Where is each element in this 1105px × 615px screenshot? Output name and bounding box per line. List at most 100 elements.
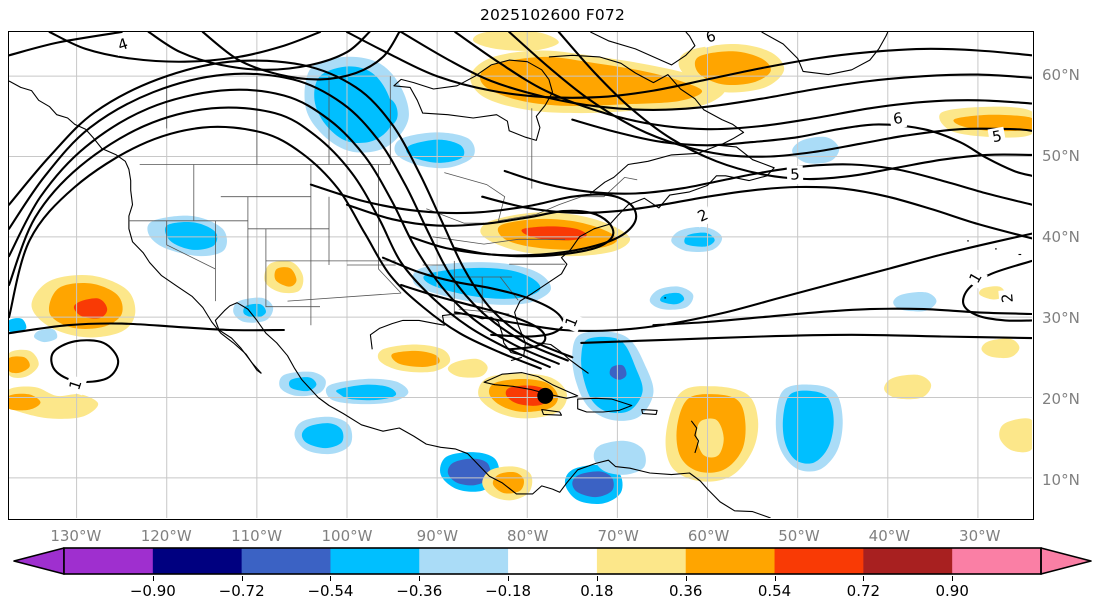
colorbar-tick [774,576,776,581]
shade-gulf-e-yellow [447,358,488,378]
contour-label-mask [786,165,804,185]
shade-epac-cyan-edge [9,318,27,333]
colorbar-tick [952,576,954,581]
coastline-labrador [548,54,745,146]
colorbar-segment[interactable] [685,548,776,574]
lon-tick-label: 90°W [416,527,459,545]
shade-atl-central-lightblue [893,291,937,312]
colorbar-segment[interactable] [863,548,953,574]
contour-jet-2 [400,32,1032,111]
contour-ridge-5 [9,125,542,370]
colorbar-segment[interactable] [508,548,598,574]
shade-gulfmex-cyan [336,384,397,401]
contour-trough-outer [309,183,638,257]
colorbar-tick [596,576,598,581]
coastline-lesser-antilles [690,420,700,454]
coastline-cuba [483,372,579,399]
contour-label: 6 [892,109,904,128]
lat-tick-label: 40°N [1042,228,1080,247]
contour-north-a [9,32,123,57]
contour-subtropical-2 [962,259,1032,322]
shade-tropatl-far-yellow [999,418,1032,453]
shade-greatbasin-cyan [164,221,218,250]
shade-pnw-white [123,159,181,196]
contour-north-c [147,32,371,71]
colorbar-tick [863,576,865,581]
shade-epac-sw-orange [9,356,30,374]
colorbar-segment[interactable] [241,548,332,574]
border-mn-mo [378,164,402,294]
contour-jet-1 [345,32,1032,99]
contour-jet-3 [454,32,1032,131]
colorbar-outline [63,547,1042,575]
state-border-layer [128,76,638,326]
lat-tick-label: 30°N [1042,308,1080,327]
colorbar-tick-label: 0.90 [935,582,969,600]
colorbar-swatches [13,547,1092,575]
lon-tick-label: 80°W [507,527,549,545]
page-title: 2025102600 F072 [479,6,626,24]
colorbar-tick [330,576,332,581]
lon-tick-label: 130°W [50,527,102,545]
contour-label-mask [964,266,988,290]
contour-jet-5 [557,32,1032,181]
lon-tick-label: 60°W [687,527,730,545]
border-tx-ok [287,292,402,302]
contour-atl-ridge-6 [571,118,1032,177]
contour-label-mask [560,311,584,333]
contour-trough-inner [345,203,615,258]
lon-tick-label: 120°W [140,527,192,545]
colorbar-under-arrow[interactable] [13,547,65,575]
contour-jet-4 [508,32,1032,158]
coastline-greenland [761,32,889,76]
colorbar-over-arrow[interactable] [1040,547,1092,575]
shade-bahamas-royal [609,364,627,380]
shade-pacmex-cyan [301,423,344,449]
contour-label: 5 [991,127,1004,146]
contour-label: 5 [790,165,800,183]
coastline-west [9,80,262,374]
colorbar-segment[interactable] [152,548,243,574]
contour-trough-south2 [400,283,547,351]
contour-label-mask [64,374,88,396]
colorbar-segment[interactable] [774,548,864,574]
contour-trough-south [381,256,565,338]
colorbar[interactable]: −0.90 −0.72 −0.54 −0.36 −0.18 0.18 0.36 0.54 0.7… [0,546,1105,615]
colorbar-tick-label: −0.54 [307,582,354,600]
coastline-puerto-rico [641,409,658,415]
shade-atl-central-yellow [979,286,1006,300]
contour-layer [9,32,1032,384]
lat-tick-label: 50°N [1042,147,1080,166]
colorbar-segment[interactable] [952,548,1042,574]
contour-label-mask [691,204,715,228]
contour-subtropical-1 [454,232,1032,332]
colorbar-tick-label: 0.72 [846,582,881,600]
cyclone-center-marker[interactable] [537,387,554,404]
shade-carib-lightblue [593,440,646,475]
shade-ontario-cyan [406,139,465,163]
lat-tick-label: 60°N [1042,66,1080,85]
coastline-mexico-samerica [214,302,771,518]
lon-tick-label: 70°W [597,527,639,545]
colorbar-segment[interactable] [64,548,154,574]
colorbar-segment[interactable] [330,548,420,574]
colorbar-tick [685,576,687,581]
shade-tropatl-neg-cyan [782,390,834,464]
contour-epac-closed-1 [50,339,120,384]
shade-hudson-north-yellow [472,32,559,51]
colorbar-tick-label: −0.72 [218,582,265,600]
lon-tick-label: 100°W [321,527,373,545]
shade-baja-cyan [243,303,266,319]
shade-swus-orange [274,267,297,287]
colorbar-segment[interactable] [419,548,509,574]
colorbar-tick [152,576,154,581]
colorbar-segment[interactable] [596,548,687,574]
contour-label-mask [112,33,134,57]
contour-ridge-1 [9,59,574,359]
colorbar-tick-label: −0.36 [396,582,443,600]
border-great-lakes-canada [444,172,638,222]
colorbar-tick-label: 0.36 [669,582,703,600]
